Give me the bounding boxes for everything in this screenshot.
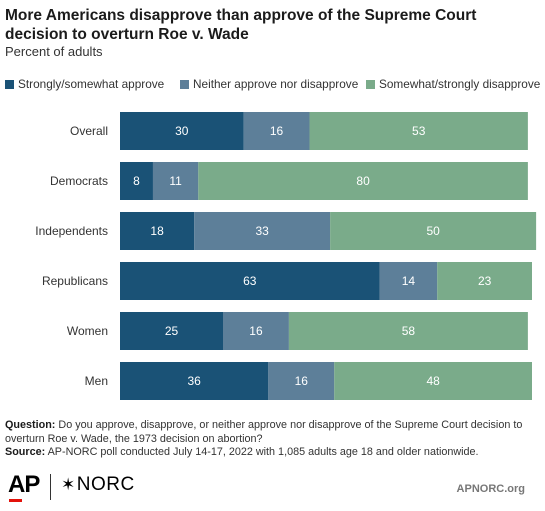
ap-logo-underline	[9, 499, 22, 502]
question-text: Do you approve, disapprove, or neither a…	[5, 419, 523, 445]
logo-divider	[50, 474, 51, 500]
data-label-independents-neither-approve-nor-disapprove: 33	[255, 224, 269, 238]
legend-label-disapprove: Somewhat/strongly disapprove	[379, 77, 541, 91]
source-note: Source: AP-NORC poll conducted July 14-1…	[5, 446, 540, 460]
bar-segment-overall-neither-approve-nor-disapprove	[243, 112, 310, 150]
bar-segment-men-somewhat-strongly-disapprove	[334, 362, 532, 400]
bar-segment-republicans-neither-approve-nor-disapprove	[379, 262, 438, 300]
bar-segment-democrats-strongly-somewhat-approve	[120, 162, 153, 200]
legend-item-disapprove: Somewhat/strongly disapprove	[366, 77, 540, 91]
source-label: Source:	[5, 446, 46, 458]
bar-row-independents: Independents 18 33 50	[35, 212, 537, 250]
bar-row-republicans: Republicans 63 14 23	[42, 262, 532, 300]
data-label-democrats-neither-approve-nor-disapprove: 11	[169, 174, 182, 188]
category-label-democrats: Democrats	[50, 174, 108, 188]
legend-swatch-approve	[5, 79, 14, 89]
bar-segment-democrats-neither-approve-nor-disapprove	[152, 162, 199, 200]
norc-logo: ✶NORC	[61, 474, 135, 496]
category-label-men: Men	[85, 374, 108, 388]
bar-segment-overall-somewhat-strongly-disapprove	[309, 112, 528, 150]
legend-swatch-disapprove	[366, 79, 375, 89]
legend-swatch-neither	[180, 79, 189, 89]
bar-segment-republicans-strongly-somewhat-approve	[120, 262, 380, 300]
legend-item-approve: Strongly/somewhat approve	[5, 77, 164, 91]
norc-star-icon: ✶	[61, 475, 76, 494]
data-label-independents-somewhat-strongly-disapprove: 50	[426, 224, 440, 238]
bar-segment-women-somewhat-strongly-disapprove	[288, 312, 528, 350]
bar-row-women: Women 25 16 58	[67, 312, 528, 350]
footer: AP ✶NORC APNORC.org	[0, 466, 545, 511]
source-text: AP-NORC poll conducted July 14-17, 2022 …	[47, 446, 479, 458]
data-label-overall-neither-approve-nor-disapprove: 16	[270, 124, 284, 138]
data-label-men-strongly-somewhat-approve: 36	[187, 374, 201, 388]
data-label-women-strongly-somewhat-approve: 25	[165, 324, 179, 338]
bar-segment-democrats-somewhat-strongly-disapprove	[198, 162, 528, 200]
data-label-overall-strongly-somewhat-approve: 30	[175, 124, 189, 138]
data-label-republicans-strongly-somewhat-approve: 63	[243, 274, 257, 288]
data-label-independents-strongly-somewhat-approve: 18	[150, 224, 164, 238]
bar-row-overall: Overall 30 16 53	[70, 112, 528, 150]
data-label-republicans-somewhat-strongly-disapprove: 23	[478, 274, 492, 288]
stacked-bar-chart: Overall 30 16 53 Democrats 8 11 80 Independents 1…	[35, 112, 537, 400]
data-label-overall-somewhat-strongly-disapprove: 53	[412, 124, 426, 138]
data-label-men-somewhat-strongly-disapprove: 48	[426, 374, 440, 388]
data-label-men-neither-approve-nor-disapprove: 16	[295, 374, 309, 388]
bar-row-democrats: Democrats 8 11 80	[50, 162, 528, 200]
category-label-independents: Independents	[35, 224, 108, 238]
legend-label-approve: Strongly/somewhat approve	[18, 77, 165, 91]
legend-item-neither: Neither approve nor disapprove	[180, 77, 358, 91]
bar-segment-independents-neither-approve-nor-disapprove	[194, 212, 331, 250]
ap-logo: AP	[8, 471, 40, 498]
chart-notes: Question: Do you approve, disapprove, or…	[5, 419, 540, 460]
data-label-democrats-strongly-somewhat-approve: 8	[133, 174, 140, 188]
data-label-women-somewhat-strongly-disapprove: 58	[402, 324, 416, 338]
bar-segment-overall-strongly-somewhat-approve	[120, 112, 244, 150]
category-label-women: Women	[67, 324, 108, 338]
chart-subtitle: Percent of adults	[5, 44, 103, 59]
site-url[interactable]: APNORC.org	[456, 483, 525, 495]
bar-segment-women-strongly-somewhat-approve	[120, 312, 223, 350]
bar-segment-men-strongly-somewhat-approve	[120, 362, 269, 400]
legend-label-neither: Neither approve nor disapprove	[193, 77, 359, 91]
bar-segment-women-neither-approve-nor-disapprove	[223, 312, 289, 350]
bar-segment-independents-somewhat-strongly-disapprove	[330, 212, 537, 250]
chart-title: More Americans disapprove than approve o…	[5, 7, 477, 43]
data-label-women-neither-approve-nor-disapprove: 16	[249, 324, 263, 338]
data-label-republicans-neither-approve-nor-disapprove: 14	[402, 274, 416, 288]
bar-row-men: Men 36 16 48	[85, 362, 532, 400]
category-label-overall: Overall	[70, 124, 108, 138]
bar-segment-republicans-somewhat-strongly-disapprove	[437, 262, 532, 300]
norc-logo-text: NORC	[76, 474, 135, 495]
category-label-republicans: Republicans	[42, 274, 108, 288]
data-label-democrats-somewhat-strongly-disapprove: 80	[356, 174, 370, 188]
bar-segment-men-neither-approve-nor-disapprove	[268, 362, 335, 400]
bar-segment-independents-strongly-somewhat-approve	[120, 212, 195, 250]
question-note: Question: Do you approve, disapprove, or…	[5, 419, 540, 446]
question-label: Question:	[5, 419, 56, 431]
